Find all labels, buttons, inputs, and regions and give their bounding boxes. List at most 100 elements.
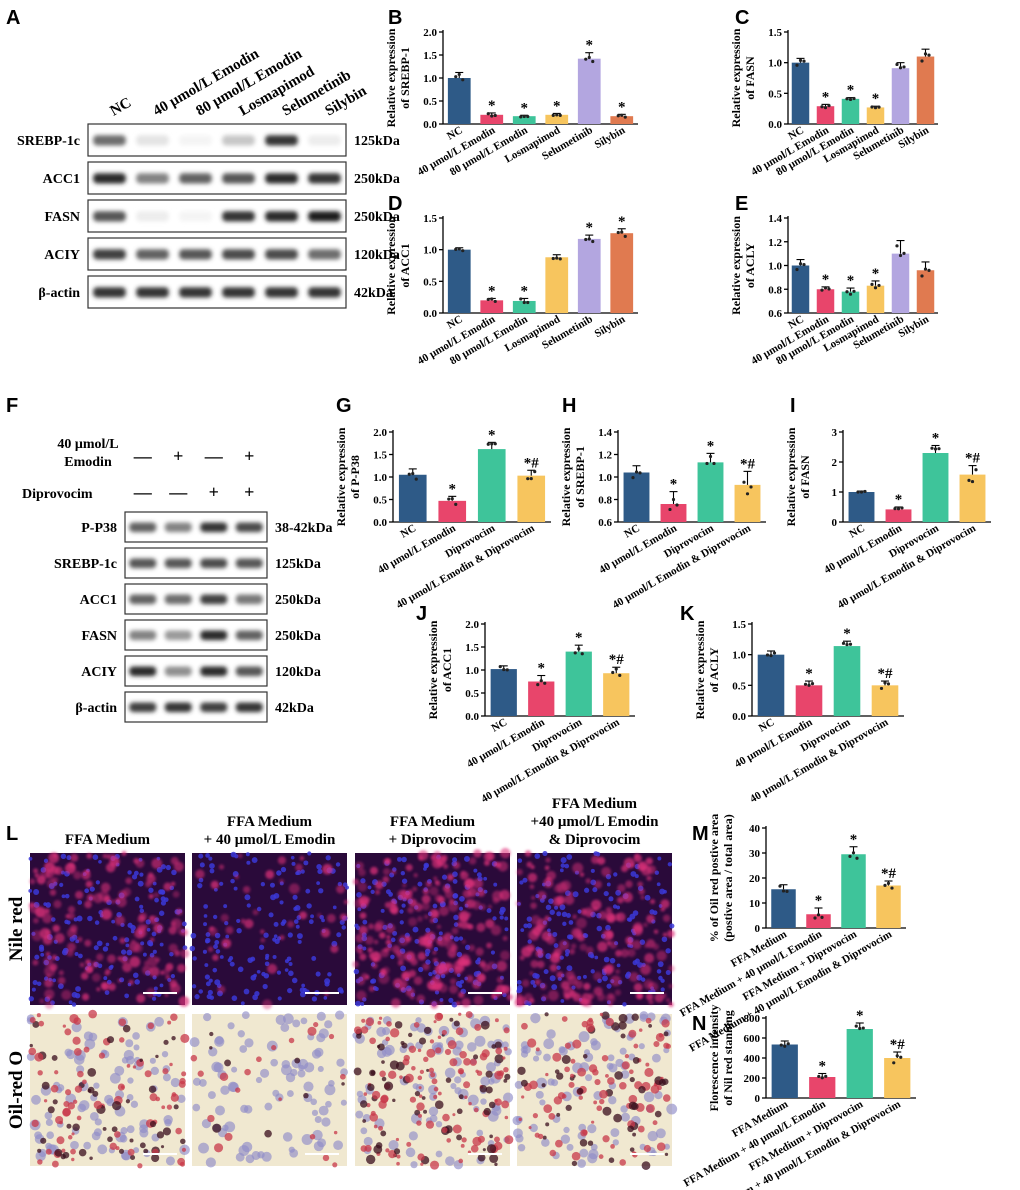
data-point bbox=[852, 96, 856, 101]
x-tick-label: NC bbox=[757, 716, 777, 734]
bar-1 bbox=[816, 289, 835, 313]
significance-mark: * bbox=[707, 438, 715, 454]
data-point bbox=[817, 1074, 821, 1079]
emodin-label-line2: Emodin bbox=[64, 455, 112, 470]
microscopy-grid: FFA Medium FFA Medium + 40 μmol/L Emodin FF… bbox=[6, 796, 678, 1170]
bar-4 bbox=[577, 238, 601, 313]
data-point bbox=[712, 461, 716, 466]
significance-mark: *# bbox=[740, 456, 756, 472]
data-point bbox=[584, 237, 588, 242]
bar-3 bbox=[866, 285, 885, 313]
panel-letter-i: I bbox=[790, 395, 796, 417]
micro-column-header: + 40 μmol/L Emodin bbox=[204, 832, 336, 848]
data-point bbox=[772, 651, 777, 655]
y-tick-label: 40 bbox=[749, 823, 761, 835]
bar-2 bbox=[841, 854, 866, 928]
emodin-sign: — bbox=[204, 446, 224, 466]
panel-letter-g: G bbox=[336, 395, 352, 417]
data-point bbox=[461, 78, 465, 82]
data-point bbox=[873, 286, 878, 290]
significance-mark: * bbox=[819, 1059, 827, 1075]
y-tick-label: 1.0 bbox=[373, 472, 387, 484]
data-point bbox=[742, 480, 746, 484]
blot-band bbox=[179, 135, 212, 146]
y-tick-label: 1.2 bbox=[598, 450, 612, 462]
blot-kda-label: 250kDa bbox=[275, 629, 321, 644]
y-axis-label: Relative expression bbox=[729, 216, 743, 315]
micro-column-header: FFA Medium bbox=[390, 814, 476, 830]
data-point bbox=[411, 472, 415, 476]
blot-band bbox=[164, 558, 192, 569]
data-point bbox=[816, 913, 821, 917]
significance-mark: * bbox=[822, 89, 830, 105]
panel-letter-f: F bbox=[6, 395, 18, 417]
data-point bbox=[769, 654, 773, 658]
y-axis-label-2: of P-P38 bbox=[348, 455, 362, 499]
data-point bbox=[505, 668, 509, 672]
y-axis-label-2: of ACC1 bbox=[440, 648, 454, 692]
significance-mark: *# bbox=[524, 455, 540, 471]
data-point bbox=[899, 1055, 903, 1059]
bar-2 bbox=[833, 646, 861, 716]
data-point bbox=[765, 653, 770, 657]
panel-letter-k: K bbox=[680, 603, 695, 625]
significance-mark: * bbox=[521, 100, 529, 116]
data-point bbox=[930, 446, 934, 450]
data-point bbox=[634, 470, 639, 474]
panel-letter-n: N bbox=[692, 1013, 706, 1035]
data-point bbox=[854, 1024, 858, 1028]
data-point bbox=[526, 300, 530, 305]
x-tick-label: FFA Medium + 40 μmol/L Emodin bbox=[678, 928, 824, 1019]
bar-1 bbox=[809, 1077, 836, 1098]
x-tick-label: FFA Medium + 40 μmol/L Emodin bbox=[682, 1098, 828, 1189]
blot-band bbox=[200, 630, 228, 641]
y-tick-label: 0.5 bbox=[373, 495, 387, 507]
blot-band bbox=[235, 522, 263, 533]
blot-protein-label: β-actin bbox=[75, 701, 117, 716]
bar-3 bbox=[517, 475, 546, 522]
blot-band bbox=[265, 135, 298, 146]
y-tick-label: 0.5 bbox=[423, 276, 437, 288]
chart-h: 0.6 0.8 1.0 1.2 1.4 Relative expression of SRE… bbox=[559, 427, 766, 611]
blot-band bbox=[222, 173, 255, 184]
data-point bbox=[631, 476, 635, 480]
bar-0 bbox=[791, 62, 810, 124]
emodin-sign: + bbox=[173, 446, 183, 466]
blot-kda-label: 42kDa bbox=[354, 286, 393, 301]
y-tick-label: 1.0 bbox=[768, 261, 782, 273]
bar-1 bbox=[885, 509, 912, 522]
micro-column-header: & Diprovocim bbox=[549, 832, 641, 848]
data-point bbox=[454, 75, 458, 79]
data-point bbox=[493, 442, 497, 446]
data-point bbox=[526, 477, 530, 481]
blot-kda-label: 42kDa bbox=[275, 701, 314, 716]
oil-red-o-image bbox=[189, 1010, 348, 1168]
bar-2 bbox=[512, 116, 536, 124]
micro-column-header: +40 μmol/L Emodin bbox=[531, 814, 660, 830]
data-point bbox=[618, 673, 622, 677]
bar-0 bbox=[848, 492, 875, 522]
data-point bbox=[450, 497, 454, 501]
data-point bbox=[490, 297, 494, 301]
blot-band bbox=[93, 287, 126, 298]
blot-strip bbox=[87, 161, 347, 195]
data-point bbox=[668, 507, 672, 512]
data-point bbox=[526, 114, 530, 119]
data-point bbox=[486, 297, 490, 302]
blot-band bbox=[235, 702, 263, 713]
data-point bbox=[486, 442, 490, 446]
y-tick-label: 0.0 bbox=[373, 517, 387, 529]
bar-4 bbox=[577, 58, 601, 124]
bar-4 bbox=[891, 253, 910, 313]
data-point bbox=[902, 65, 906, 69]
y-axis-label: Relative expression bbox=[693, 620, 707, 719]
data-point bbox=[522, 114, 526, 119]
y-tick-label: 400 bbox=[744, 1053, 761, 1065]
blot-kda-label: 120kDa bbox=[354, 248, 400, 263]
bar-1 bbox=[660, 504, 687, 522]
blot-kda-label: 38-42kDa bbox=[275, 521, 333, 536]
data-point bbox=[498, 665, 502, 669]
significance-mark: * bbox=[932, 431, 940, 447]
bar-0 bbox=[398, 474, 427, 522]
